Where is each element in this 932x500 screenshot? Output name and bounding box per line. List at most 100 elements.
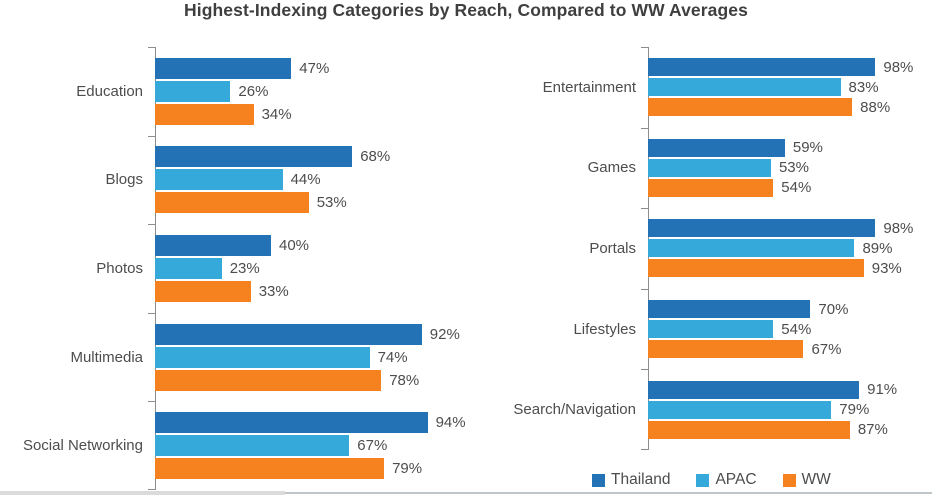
bar-thailand [648, 138, 785, 157]
bar-group: 91% 79% 87% [648, 369, 932, 450]
bar-row-ww: 54% [648, 178, 932, 197]
bar-row-thailand: 47% [155, 57, 480, 79]
bar-apac [155, 257, 222, 279]
axis-tick [148, 136, 155, 137]
category-label: Search/Navigation [513, 401, 636, 419]
bar-group: 98% 89% 93% [648, 208, 932, 289]
axis-tick [641, 47, 648, 48]
value-label: 44% [290, 171, 321, 189]
bar-ww [155, 280, 251, 302]
axis-tick [641, 128, 648, 129]
category-row-blogs: Blogs 68% 44% 53% [0, 136, 480, 225]
legend: Thailand APAC WW [592, 471, 831, 489]
chart-title: Highest-Indexing Categories by Reach, Co… [184, 0, 748, 20]
value-label: 53% [316, 194, 347, 212]
bar-row-thailand: 91% [648, 380, 932, 399]
bar-ww [648, 259, 864, 278]
category-row-entertainment: Entertainment 98% 83% 88% [480, 47, 932, 128]
bottom-divider-right [285, 492, 932, 494]
category-row-social-networking: Social Networking 94% 67% 79% [0, 401, 480, 490]
bar-row-apac: 79% [648, 400, 932, 419]
legend-swatch [592, 473, 605, 487]
bottom-divider-left [0, 491, 285, 495]
bar-thailand [155, 146, 353, 168]
category-label: Blogs [105, 171, 143, 189]
category-row-multimedia: Multimedia 92% 74% 78% [0, 313, 480, 402]
bar-apac [648, 78, 841, 97]
legend-label: Thailand [611, 471, 671, 488]
legend-item-thailand: Thailand [592, 471, 670, 489]
bar-row-thailand: 92% [155, 323, 480, 345]
value-label: 54% [781, 179, 812, 197]
bar-ww [155, 192, 309, 214]
axis-tick [148, 489, 155, 490]
bar-row-thailand: 68% [155, 146, 480, 168]
bar-row-apac: 74% [155, 346, 480, 368]
value-label: 23% [229, 259, 260, 277]
bar-group: 98% 83% 88% [648, 47, 932, 128]
bar-apac [155, 346, 370, 368]
category-row-games: Games 59% 53% 54% [480, 128, 932, 209]
value-label: 40% [279, 236, 310, 254]
bar-row-ww: 33% [155, 280, 480, 302]
chart-rows: Education 47% 26% 34% Blogs 68% 44% 53% Photos 40… [0, 47, 480, 490]
category-row-lifestyles: Lifestyles 70% 54% 67% [480, 289, 932, 370]
bar-row-thailand: 59% [648, 138, 932, 157]
value-label: 68% [360, 148, 391, 166]
value-label: 34% [261, 105, 292, 123]
category-label: Multimedia [70, 348, 143, 366]
bar-ww [648, 98, 853, 117]
bar-thailand [648, 300, 811, 319]
bar-row-ww: 78% [155, 369, 480, 391]
bar-apac [648, 239, 855, 258]
bar-ww [155, 369, 382, 391]
category-row-education: Education 47% 26% 34% [0, 47, 480, 136]
bar-row-thailand: 94% [155, 412, 480, 434]
bar-group: 40% 23% 33% [155, 224, 480, 313]
value-label: 92% [429, 325, 460, 343]
value-label: 78% [389, 371, 420, 389]
axis-tick [641, 208, 648, 209]
left-chart-panel: Education 47% 26% 34% Blogs 68% 44% 53% Photos 40… [0, 47, 480, 490]
value-label: 88% [860, 98, 891, 116]
value-label: 91% [867, 381, 898, 399]
category-row-photos: Photos 40% 23% 33% [0, 224, 480, 313]
value-label: 83% [848, 78, 879, 96]
category-row-search-navigation: Search/Navigation 91% 79% 87% [480, 369, 932, 450]
bar-row-thailand: 40% [155, 234, 480, 256]
bar-ww [155, 103, 254, 125]
chart-rows: Entertainment 98% 83% 88% Games 59% 53% 54% Port… [480, 47, 932, 450]
value-label: 98% [883, 58, 914, 76]
legend-item-apac: APAC [696, 471, 757, 489]
axis-tick [148, 313, 155, 314]
bar-group: 70% 54% 67% [648, 289, 932, 370]
bar-row-thailand: 98% [648, 219, 932, 238]
bar-row-ww: 88% [648, 98, 932, 117]
bar-group: 59% 53% 54% [648, 128, 932, 209]
bar-row-ww: 93% [648, 259, 932, 278]
value-label: 94% [435, 414, 466, 432]
bar-row-apac: 83% [648, 78, 932, 97]
value-label: 87% [857, 421, 888, 439]
bar-ww [648, 178, 774, 197]
value-label: 47% [299, 59, 330, 77]
bar-group: 68% 44% 53% [155, 136, 480, 225]
bar-row-ww: 53% [155, 192, 480, 214]
axis-tick [641, 289, 648, 290]
bar-group: 47% 26% 34% [155, 47, 480, 136]
bar-row-thailand: 70% [648, 300, 932, 319]
bar-row-apac: 44% [155, 169, 480, 191]
axis-tick [641, 369, 648, 370]
bar-apac [155, 80, 231, 102]
bar-row-apac: 67% [155, 435, 480, 457]
bar-row-ww: 34% [155, 103, 480, 125]
axis-tick [148, 47, 155, 48]
legend-label: APAC [715, 471, 757, 488]
bar-row-apac: 53% [648, 158, 932, 177]
value-label: 67% [811, 340, 842, 358]
bar-row-thailand: 98% [648, 58, 932, 77]
category-label: Portals [589, 239, 636, 257]
bar-thailand [155, 412, 428, 434]
bar-ww [648, 340, 804, 359]
